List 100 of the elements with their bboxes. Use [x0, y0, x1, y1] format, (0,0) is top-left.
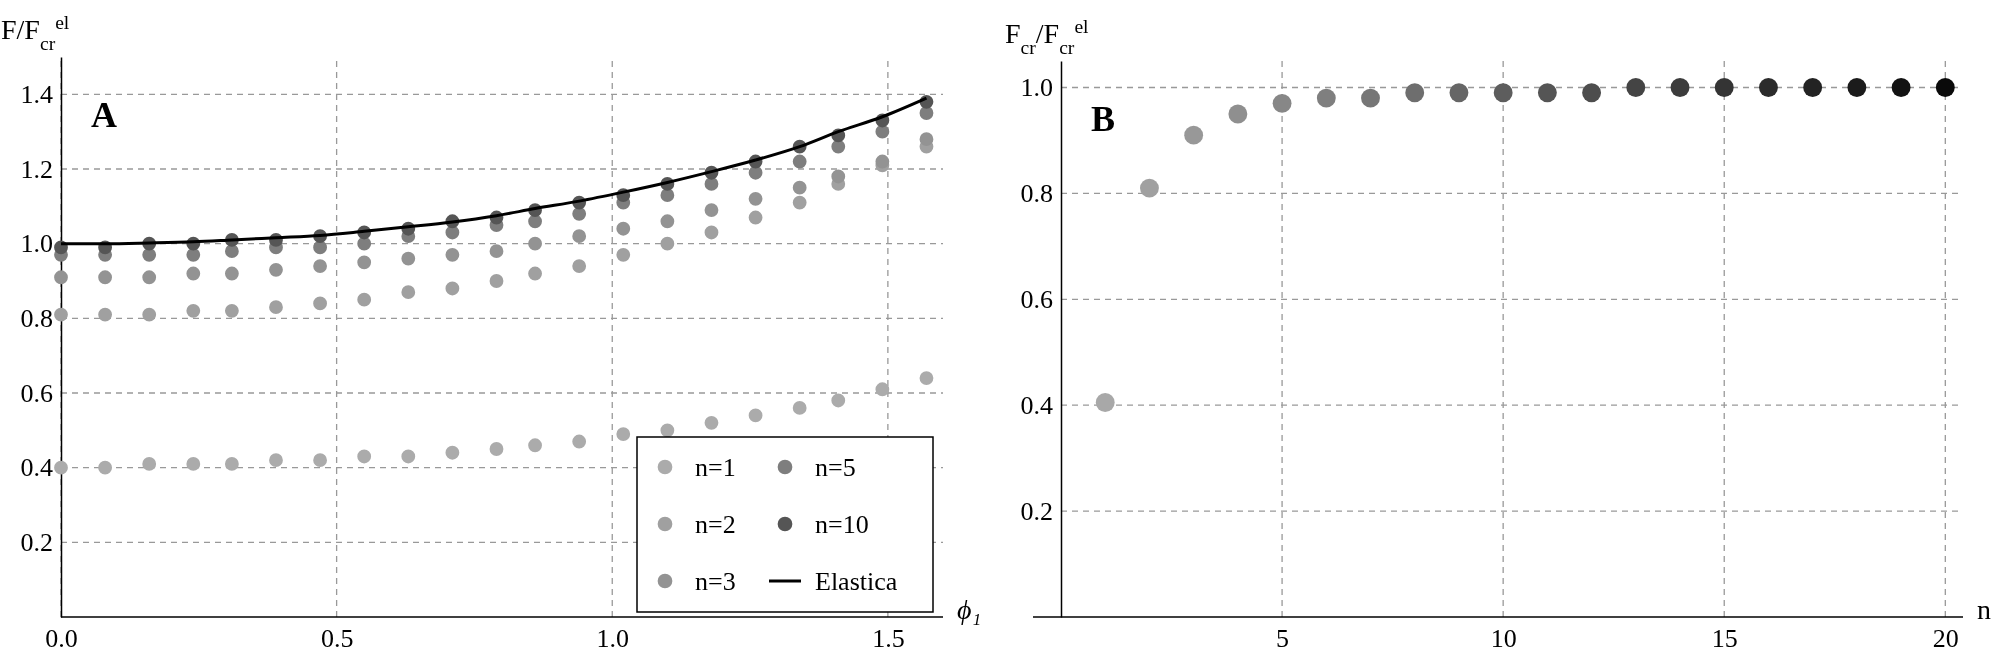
x-tick-label: 20: [1932, 624, 1959, 654]
point: [401, 251, 416, 266]
point: [792, 195, 807, 210]
y-tick-label: 0.6: [1020, 285, 1053, 315]
point: [660, 214, 675, 229]
point: [792, 401, 807, 415]
point: [660, 423, 675, 438]
point: [528, 236, 542, 251]
x-tick-label: 10: [1490, 624, 1517, 654]
point: [142, 457, 157, 471]
y-tick-label: 1.2: [20, 154, 53, 184]
x-tick-label: 5: [1276, 624, 1290, 654]
x-axis-title: n: [1977, 594, 1991, 625]
point: [313, 296, 327, 311]
point: [1361, 88, 1380, 108]
text: A: [91, 95, 117, 135]
legend-label: n=5: [815, 453, 856, 482]
point: [54, 307, 68, 322]
point: [142, 247, 157, 262]
y-tick-label: 1.4: [20, 80, 53, 110]
point: [313, 259, 327, 273]
point: [616, 247, 631, 262]
x-tick-label: 15: [1711, 624, 1738, 654]
point: [572, 259, 587, 273]
point: [572, 206, 587, 221]
point: [186, 303, 201, 318]
point: [269, 453, 283, 468]
point: [831, 393, 846, 408]
point: [357, 449, 372, 464]
point: [1759, 78, 1778, 97]
legend-label: n=3: [695, 567, 736, 596]
point: [445, 281, 460, 296]
point: [875, 154, 890, 169]
point: [919, 371, 934, 385]
point: [704, 225, 719, 240]
x-tick-label: 1.5: [872, 624, 905, 654]
point: [1405, 83, 1425, 103]
point: [1714, 78, 1734, 97]
y-tick-label: 0.6: [20, 378, 53, 408]
point: [748, 191, 763, 206]
y-tick-label: 0.4: [20, 453, 53, 483]
point: [1449, 83, 1469, 103]
x-axis-title: ϕ₁: [957, 594, 982, 625]
point: [1670, 78, 1690, 97]
point: [748, 210, 763, 225]
point: [748, 408, 763, 423]
legend-label: n=1: [695, 453, 736, 482]
y-tick-label: 1.0: [1020, 73, 1053, 103]
point: [704, 415, 719, 430]
point: [401, 449, 416, 464]
point: [224, 303, 239, 318]
y-tick-label: 0.8: [1020, 179, 1053, 209]
x-tick-label: 1.0: [596, 624, 629, 654]
point: [401, 285, 416, 300]
legend-label: n=2: [695, 510, 736, 539]
point: [98, 270, 113, 285]
point: [616, 221, 631, 236]
point: [1139, 178, 1159, 198]
x-tick-label: 0.5: [320, 624, 354, 654]
point: [1626, 78, 1646, 97]
point: [445, 247, 460, 262]
y-tick-label: 0.2: [1020, 496, 1053, 526]
point: [98, 307, 113, 322]
point: [572, 229, 587, 244]
point: [1935, 78, 1955, 97]
point: [489, 274, 504, 288]
point: [1803, 78, 1823, 97]
point: [186, 266, 201, 281]
y-tick-label: 0.4: [1020, 391, 1053, 421]
point: [142, 307, 157, 322]
point: [313, 453, 327, 468]
point: [445, 445, 460, 460]
point: [1847, 78, 1867, 97]
point: [1493, 83, 1513, 103]
legend-label: n=10: [815, 510, 869, 539]
point: [528, 266, 542, 281]
point: [528, 438, 542, 453]
point: [1184, 125, 1204, 145]
point: [357, 292, 372, 307]
point: [875, 382, 890, 397]
point: [224, 266, 239, 281]
y-tick-label: 0.2: [20, 528, 53, 558]
y-tick-label: 0.8: [20, 304, 53, 334]
point: [357, 236, 372, 251]
point: [269, 262, 283, 277]
point: [1537, 83, 1557, 103]
point: [54, 460, 68, 475]
point: [269, 300, 283, 315]
point: [660, 236, 675, 251]
point: [1228, 104, 1248, 124]
point: [704, 203, 719, 217]
point: [831, 169, 846, 184]
point: [357, 255, 372, 270]
point: [792, 180, 807, 195]
point: [54, 270, 68, 285]
point: [224, 457, 239, 471]
y-tick-label: 1.0: [20, 229, 53, 259]
point: [1095, 393, 1115, 412]
point: [489, 442, 504, 456]
text: B: [1091, 99, 1116, 139]
